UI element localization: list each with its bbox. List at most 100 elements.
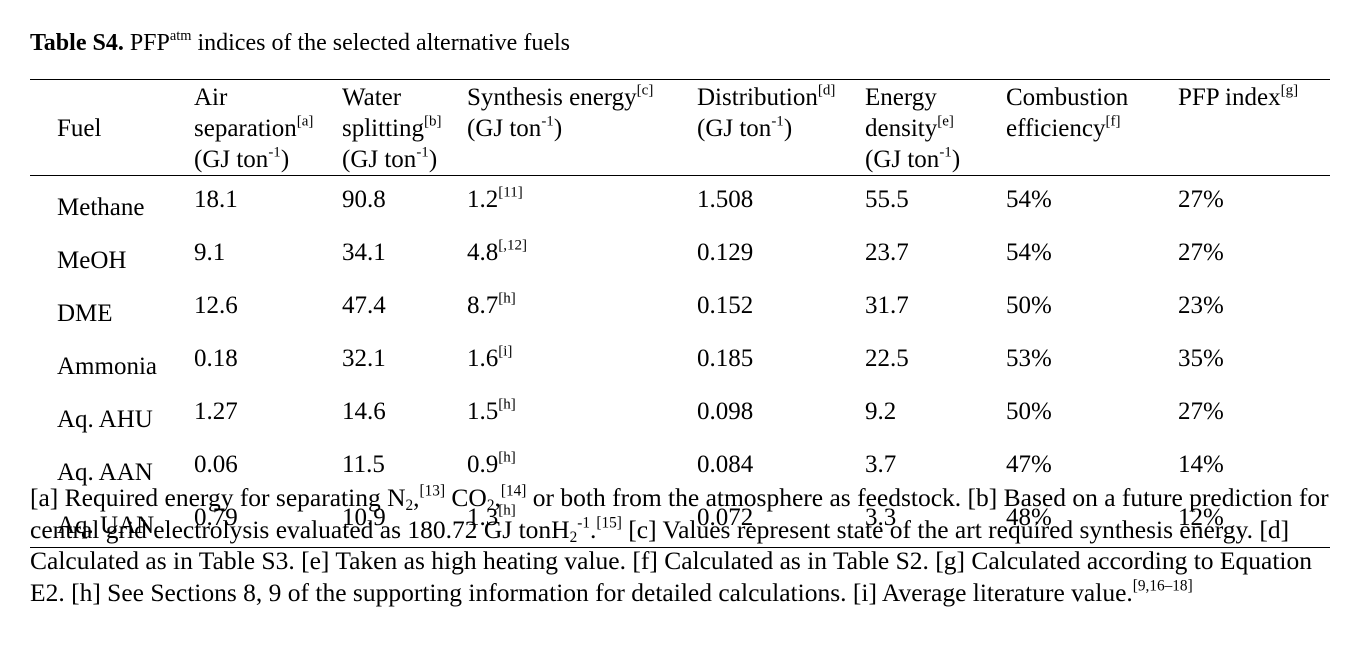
superscript: [f] — [1105, 113, 1121, 130]
value-cell: 1.3[h] — [465, 494, 695, 548]
text-run: 54% — [1006, 239, 1052, 266]
superscript: [a] — [296, 113, 314, 130]
value-cell: 0.18 — [192, 335, 340, 388]
text-run: Aq. AHU — [57, 406, 153, 433]
text-run: Aq. UAN — [57, 512, 155, 539]
value-cell: 48% — [1004, 494, 1176, 548]
superscript: [g] — [1280, 82, 1299, 99]
table-row: Aq. UAN 0.79 10.9 1.3[h] 0.072 3.3 48% 12% — [30, 494, 1330, 548]
value-cell: 54% — [1004, 176, 1176, 230]
superscript: [c] — [636, 82, 654, 99]
text-run: 90.8 — [342, 186, 386, 213]
table-row: DME 12.6 47.4 8.7[h] 0.152 31.7 50% 23% — [30, 282, 1330, 335]
value-cell: 3.7 — [863, 441, 1004, 494]
text-run: [a] Required energy for separating N — [30, 483, 406, 512]
value-cell: 35% — [1176, 335, 1330, 388]
text-run: ) — [951, 146, 961, 173]
subscript: 2 — [405, 496, 414, 514]
text-run: 0.129 — [697, 239, 754, 266]
text-run: 1.3 — [467, 504, 499, 531]
superscript: -1 — [268, 144, 281, 161]
fuel-cell: MeOH — [30, 229, 192, 282]
text-run: ) — [280, 146, 290, 173]
header-line: splitting[b] — [342, 113, 465, 144]
superscript: -1 — [939, 144, 952, 161]
text-run: DME — [57, 300, 113, 327]
text-run: 0.18 — [194, 345, 238, 372]
superscript: [9,16–18] — [1132, 577, 1193, 595]
value-cell: 32.1 — [340, 335, 465, 388]
text-run: efficiency — [1006, 115, 1106, 142]
header-line: (GJ ton-1) — [697, 113, 863, 144]
text-run: ) — [428, 146, 438, 173]
value-cell: 0.072 — [695, 494, 863, 548]
text-run: 27% — [1178, 398, 1224, 425]
text-run: 54% — [1006, 186, 1052, 213]
value-cell: 12% — [1176, 494, 1330, 548]
text-run: (GJ ton — [467, 115, 542, 142]
value-cell: 23.7 — [863, 229, 1004, 282]
value-cell: 0.79 — [192, 494, 340, 548]
table-row: Aq. AAN 0.06 11.5 0.9[h] 0.084 3.7 47% 14% — [30, 441, 1330, 494]
superscript: [b] — [423, 113, 442, 130]
table-header: Fuel Air separation[a] (GJ ton-1) Water split… — [30, 79, 1330, 176]
text-run: MeOH — [57, 247, 127, 274]
text-run: Synthesis energy — [467, 84, 637, 111]
text-run: 0.072 — [697, 504, 754, 531]
text-run: ) — [553, 115, 563, 142]
text-run: (GJ ton — [697, 115, 772, 142]
value-cell: 18.1 — [192, 176, 340, 230]
header-line: separation[a] — [194, 113, 340, 144]
header-line: (GJ ton-1) — [865, 144, 1004, 175]
text-run: 0.06 — [194, 451, 238, 478]
header-line: Synthesis energy[c] — [467, 82, 695, 113]
text-run: CO — [445, 483, 487, 512]
value-cell: 4.8[,12] — [465, 229, 695, 282]
text-run: 47.4 — [342, 292, 386, 319]
fuel-cell: Aq. AHU — [30, 388, 192, 441]
text-run: 22.5 — [865, 345, 909, 372]
value-cell: 54% — [1004, 229, 1176, 282]
fuel-cell: Ammonia — [30, 335, 192, 388]
value-cell: 31.7 — [863, 282, 1004, 335]
text-run: 4.8 — [467, 239, 499, 266]
value-cell: 14.6 — [340, 388, 465, 441]
table-row: Methane 18.1 90.8 1.2[11] 1.508 55.5 54% 27% — [30, 176, 1330, 230]
text-run: 0.185 — [697, 345, 754, 372]
table-row: Aq. AHU 1.27 14.6 1.5[h] 0.098 9.2 50% 27% — [30, 388, 1330, 441]
header-line: Air — [194, 82, 340, 113]
text-run: 23% — [1178, 292, 1224, 319]
text-run: , — [413, 483, 420, 512]
text-run: Methane — [57, 194, 145, 221]
header-cell: Distribution[d] (GJ ton-1) — [695, 80, 863, 176]
text-run: (GJ ton — [194, 146, 269, 173]
text-run: 55.5 — [865, 186, 909, 213]
superscript: atm — [169, 27, 192, 44]
text-run: 1.27 — [194, 398, 238, 425]
superscript: [h] — [498, 396, 516, 413]
footnote: [a] Required energy for separating N2,[1… — [30, 482, 1340, 608]
value-cell: 55.5 — [863, 176, 1004, 230]
value-cell: 0.06 — [192, 441, 340, 494]
text-run: splitting — [342, 115, 424, 142]
header-cell: PFP index[g] — [1176, 80, 1330, 176]
header-cell: Combustion efficiency[f] — [1004, 80, 1176, 176]
value-cell: 1.2[11] — [465, 176, 695, 230]
header-line: Energy — [865, 82, 1004, 113]
text-run: 1.6 — [467, 345, 499, 372]
value-cell: 8.7[h] — [465, 282, 695, 335]
text-run: 27% — [1178, 186, 1224, 213]
header-line: Fuel — [57, 113, 192, 144]
value-cell: 1.6[i] — [465, 335, 695, 388]
text-run: 0.79 — [194, 504, 238, 531]
text-run: (GJ ton — [342, 146, 417, 173]
text-run: Distribution — [697, 84, 818, 111]
fuel-cell: Aq. UAN — [30, 494, 192, 548]
header-cell: Synthesis energy[c] (GJ ton-1) — [465, 80, 695, 176]
superscript: [i] — [498, 343, 513, 360]
value-cell: 27% — [1176, 229, 1330, 282]
fuel-cell: DME — [30, 282, 192, 335]
text-run: 34.1 — [342, 239, 386, 266]
value-cell: 3.3 — [863, 494, 1004, 548]
text-run: 50% — [1006, 292, 1052, 319]
